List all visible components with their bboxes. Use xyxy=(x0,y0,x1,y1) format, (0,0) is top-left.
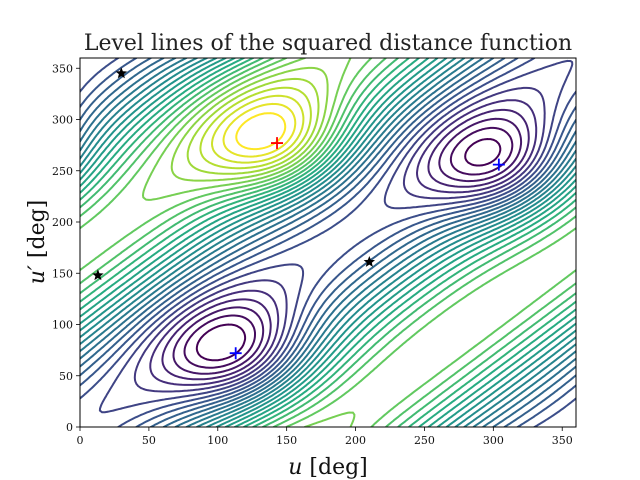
contour-level-line xyxy=(80,58,576,427)
y-tick-label: 150 xyxy=(52,267,73,280)
contour-level-line xyxy=(98,59,574,414)
contour-level-line xyxy=(133,86,546,393)
saddle-star-marker xyxy=(115,67,128,79)
x-axis-label: u [deg] xyxy=(288,455,368,480)
plot-frame xyxy=(79,57,577,428)
contour-level-line xyxy=(172,117,523,375)
contour-level-line xyxy=(186,77,320,175)
contour-level-line xyxy=(149,99,538,386)
critical-point-markers xyxy=(92,67,505,360)
saddle-star-marker xyxy=(92,269,104,281)
x-tick-label: 150 xyxy=(276,434,297,447)
x-tick-label: 350 xyxy=(552,434,573,447)
contour-level-line xyxy=(170,66,329,182)
x-tick-label: 50 xyxy=(142,434,156,447)
x-tick-label: 0 xyxy=(77,434,84,447)
x-tick-label: 300 xyxy=(483,434,504,447)
x-tick-label: 250 xyxy=(414,434,435,447)
contour-level-line xyxy=(235,112,287,151)
y-axis: 0 50 100 150 200 250 300 350 xyxy=(52,62,80,434)
y-tick-label: 0 xyxy=(66,421,73,434)
contour-level-line xyxy=(211,94,305,164)
contour-level-line xyxy=(195,138,502,362)
x-tick-label: 200 xyxy=(345,434,366,447)
minimum-marker xyxy=(492,158,505,171)
y-tick-label: 300 xyxy=(52,114,73,127)
chart-title: Level lines of the squared distance func… xyxy=(84,31,572,56)
x-tick-label: 100 xyxy=(207,434,228,447)
y-tick-label: 250 xyxy=(52,165,73,178)
y-tick-label: 100 xyxy=(52,319,73,332)
contour-lines xyxy=(80,58,576,427)
y-tick-label: 350 xyxy=(52,62,73,75)
contour-level-line xyxy=(222,102,297,158)
contour-level-line xyxy=(161,108,530,381)
contour-level-line xyxy=(183,126,514,369)
saddle-star-marker xyxy=(363,255,376,267)
y-axis-label: u′ [deg] xyxy=(25,200,50,285)
maximum-marker xyxy=(271,137,284,150)
x-axis: 0 50 100 150 200 250 300 350 xyxy=(77,427,573,447)
minimum-marker xyxy=(229,347,242,360)
contour-level-line xyxy=(199,86,312,170)
y-tick-label: 200 xyxy=(52,216,73,229)
contour-level-line xyxy=(80,58,576,427)
y-tick-label: 50 xyxy=(59,370,73,383)
